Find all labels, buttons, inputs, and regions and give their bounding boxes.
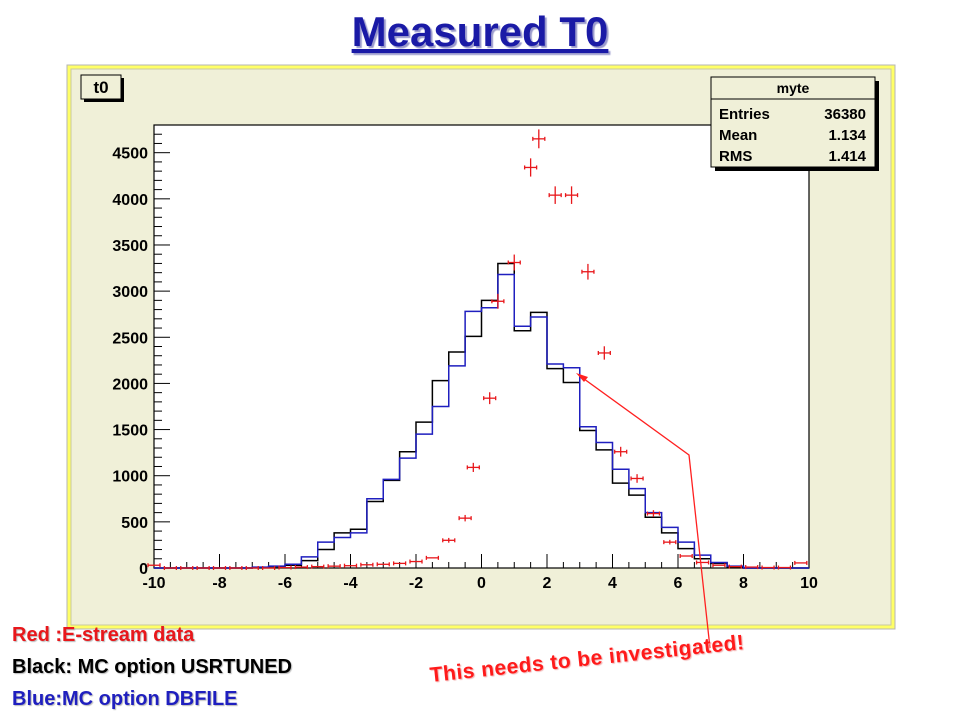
y-tick-label: 4500 [112, 146, 148, 163]
data-point [483, 392, 497, 405]
data-point [294, 565, 309, 570]
x-tick-label: -10 [142, 575, 165, 592]
y-tick-label: 500 [121, 515, 148, 532]
stats-value-rms: 1.414 [828, 148, 866, 165]
data-point [278, 565, 292, 570]
y-tick-label: 4000 [112, 192, 148, 209]
x-tick-label: 0 [477, 575, 486, 592]
data-point [376, 562, 390, 567]
hist-title: t0 [93, 78, 108, 97]
data-point [491, 293, 505, 309]
investigation-note: This needs to be investigated! [428, 631, 746, 687]
data-point [458, 514, 472, 522]
data-point [564, 186, 579, 204]
data-point [311, 564, 325, 569]
stats-value-mean: 1.134 [828, 127, 866, 144]
data-point [581, 263, 595, 280]
data-point [425, 555, 440, 560]
hist-title-box-shadow [121, 78, 124, 102]
data-point [532, 129, 546, 149]
t0-histogram-chart: -10 -8 -6 -4 -2 0 2 4 6 8 10 0 500 1000 1500 2000 2500 30… [66, 64, 896, 630]
x-tick-label: 2 [543, 575, 552, 592]
y-tick-label: 2000 [112, 376, 148, 393]
data-point [523, 158, 538, 177]
x-tick-label: -4 [343, 575, 357, 592]
data-point [548, 186, 562, 204]
stats-label-entries: Entries [719, 106, 770, 123]
x-tick-label: -6 [278, 575, 292, 592]
x-tick-label: -2 [409, 575, 423, 592]
stats-box-border [710, 76, 876, 168]
y-tick-label: 0 [139, 561, 148, 578]
stats-box: myte Entries 36380 Mean 1.134 RMS 1.414 [710, 76, 879, 171]
data-point [712, 563, 726, 568]
y-tick-label: 3000 [112, 284, 148, 301]
plot-area [153, 124, 810, 569]
data-point [196, 566, 210, 570]
y-tick-label: 1000 [112, 469, 148, 486]
data-point [163, 566, 178, 570]
stats-box-title: myte [777, 80, 810, 96]
stats-value-entries: 36380 [824, 106, 866, 123]
histogram-canvas: -10 -8 -6 -4 -2 0 2 4 6 8 10 0 500 1000 1500 2000 2500 30… [66, 64, 896, 630]
axes-group: -10 -8 -6 -4 -2 0 2 4 6 8 10 0 500 1000 1500 2000 2500 30… [112, 133, 818, 592]
x-tick-label: 8 [739, 575, 748, 592]
hist-title-box-shadow-bottom [84, 99, 124, 102]
data-point [745, 565, 759, 570]
data-point [597, 346, 611, 360]
data-point [327, 564, 341, 569]
data-point [245, 566, 259, 570]
hist-title-box: t0 [80, 74, 124, 102]
data-point [343, 563, 358, 568]
data-point [147, 563, 161, 568]
x-tick-label: 10 [800, 575, 818, 592]
data-point [442, 537, 456, 543]
data-point [728, 564, 742, 569]
data-point [409, 559, 423, 564]
x-tick-label: 6 [674, 575, 683, 592]
stats-label-rms: RMS [719, 148, 752, 165]
data-point [466, 462, 480, 472]
x-tick-label: 4 [608, 575, 617, 592]
data-point [761, 565, 775, 570]
data-point [794, 560, 808, 565]
y-tick-label: 3500 [112, 238, 148, 255]
legend-black-mc: Black: MC option USRTUNED [12, 656, 292, 678]
data-point [392, 561, 407, 566]
x-tick-label: -8 [212, 575, 226, 592]
data-point [777, 565, 792, 570]
data-point [229, 566, 243, 570]
data-point [360, 562, 374, 567]
stats-label-mean: Mean [719, 127, 757, 144]
y-tick-label: 1500 [112, 423, 148, 440]
data-point [261, 566, 276, 570]
data-point [180, 566, 194, 570]
legend-blue-mc: Blue:MC option DBFILE [12, 688, 238, 710]
data-point [507, 254, 521, 271]
data-point [212, 566, 227, 570]
legend-red-data: Red :E-stream data [12, 624, 195, 646]
slide-title: Measured T0 [351, 8, 609, 55]
y-tick-label: 2500 [112, 330, 148, 347]
